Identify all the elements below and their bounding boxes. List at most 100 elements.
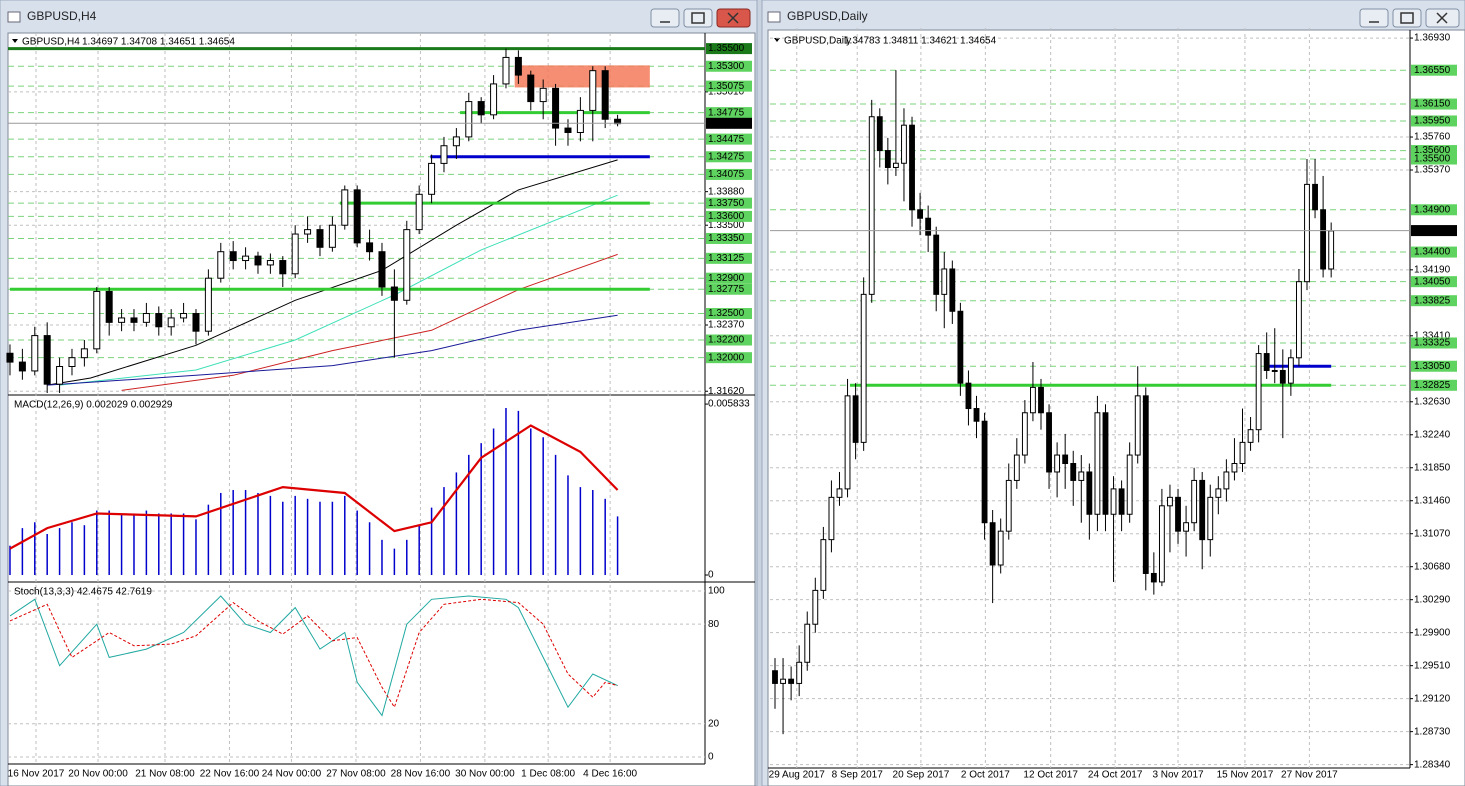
level-label-box <box>1411 204 1457 216</box>
level-label-box <box>1411 360 1457 372</box>
candle-body <box>828 496 835 541</box>
candle-body <box>1231 463 1238 473</box>
candle-body <box>917 209 924 219</box>
candle-body <box>390 286 398 301</box>
candle-body <box>564 127 572 133</box>
y-tick-label: 1.35010 <box>708 87 745 98</box>
candle-body <box>1094 412 1101 515</box>
candle-body <box>852 395 859 443</box>
candle-body <box>1013 454 1020 481</box>
candle-body <box>229 251 237 262</box>
candle-body <box>142 313 150 323</box>
y-tick-label: 1.35370 <box>1414 165 1451 176</box>
y-tick-label: 1.29120 <box>1414 693 1451 704</box>
window-title: GBPUSD,Daily <box>787 9 868 23</box>
candle-body <box>1183 522 1189 532</box>
candle-body <box>1320 209 1327 270</box>
candle-body <box>353 189 361 244</box>
chart-quote: 1.34697 1.34708 1.34651 1.34654 <box>82 37 235 48</box>
chart-symbol: GBPUSD,Daily <box>784 36 851 47</box>
candle-body <box>1126 454 1133 515</box>
level-label: 1.35500 <box>1414 154 1451 165</box>
candle-body <box>452 136 460 147</box>
level-label: 1.33125 <box>708 253 745 264</box>
indicator-title: MACD(12,26,9) 0.002029 0.002929 <box>14 400 173 411</box>
candle-body <box>1134 395 1141 456</box>
level-label-box <box>706 210 752 222</box>
candle-body <box>876 116 883 152</box>
candle-body <box>1304 183 1310 283</box>
candle-body <box>1279 369 1286 384</box>
candle-body <box>1021 412 1028 456</box>
maximize-button[interactable] <box>683 8 713 28</box>
current-price-box <box>1411 225 1457 237</box>
x-tick-label: 20 Sep 2017 <box>893 770 950 781</box>
maximize-button[interactable] <box>1392 8 1422 28</box>
y-tick-label: 1.31850 <box>1414 462 1451 473</box>
minimize-button[interactable] <box>1359 8 1389 28</box>
x-tick-label: 3 Nov 2017 <box>1152 770 1204 781</box>
level-label: 1.34050 <box>1414 276 1451 287</box>
level-label: 1.32900 <box>708 273 745 284</box>
candle-body <box>1296 281 1302 359</box>
y-tick-label: 1.33880 <box>708 186 745 197</box>
candle-body <box>589 70 597 111</box>
current-price-label: 1.34654 <box>708 118 745 129</box>
y-tick-label: 1.33500 <box>708 220 745 231</box>
candle-body <box>266 260 274 266</box>
candle-body <box>428 162 436 195</box>
moving-average <box>47 314 618 386</box>
level-label: 1.35500 <box>708 43 745 54</box>
level-label: 1.33750 <box>708 198 745 209</box>
candle-body <box>909 124 915 211</box>
candle-body <box>1207 496 1214 541</box>
level-label-box <box>706 252 752 264</box>
level-label: 1.32500 <box>708 308 745 319</box>
level-label-box <box>706 107 752 119</box>
candle-body <box>949 268 956 312</box>
current-price-box <box>706 117 752 129</box>
level-label-box <box>706 308 752 320</box>
candle-body <box>1199 479 1206 541</box>
level-label-box <box>1411 379 1457 391</box>
candle-body <box>180 313 188 319</box>
y-tick-label: 1.34190 <box>1414 264 1451 275</box>
candle-body <box>155 313 163 328</box>
candle-body <box>1118 488 1125 515</box>
candle-body <box>68 357 76 368</box>
chart-symbol: GBPUSD,H4 <box>22 37 80 48</box>
candle-body <box>254 255 262 266</box>
level-label-box <box>1411 64 1457 76</box>
y-tick-label: 1.36930 <box>1414 33 1451 44</box>
candle-body <box>43 335 51 385</box>
candle-body <box>291 233 299 275</box>
y-tick-label: 1.28340 <box>1414 759 1451 770</box>
x-tick-label: 1 Dec 08:00 <box>521 769 575 780</box>
y-tick-label: 1.35760 <box>1414 132 1451 143</box>
y-tick-label: 1.33410 <box>1414 330 1451 341</box>
level-label-box <box>1411 276 1457 288</box>
x-tick-label: 2 Oct 2017 <box>961 770 1010 781</box>
candle-body <box>316 229 324 248</box>
indicator-title: Stoch(13,3,3) 42.4675 42.7619 <box>14 587 152 598</box>
window-icon <box>767 11 781 23</box>
level-label: 1.32825 <box>1414 380 1451 391</box>
candle-body <box>527 74 535 103</box>
candle-body <box>539 87 547 103</box>
y-tick-label: 1.32370 <box>708 320 745 331</box>
candle-body <box>601 70 609 120</box>
candle-body <box>1215 488 1222 498</box>
level-label-box <box>1411 246 1457 258</box>
y-tick-label: 1.30680 <box>1414 561 1451 572</box>
candle-body <box>868 116 875 295</box>
candle-body <box>1046 412 1052 473</box>
y-tick-label: 1.29900 <box>1414 627 1451 638</box>
y-tick-label: 0 <box>708 752 714 763</box>
minimize-button[interactable] <box>650 8 680 28</box>
candle-body <box>780 678 786 684</box>
level-label-box <box>1411 295 1457 307</box>
candle-body <box>1054 454 1061 473</box>
x-tick-label: 24 Nov 00:00 <box>262 769 322 780</box>
